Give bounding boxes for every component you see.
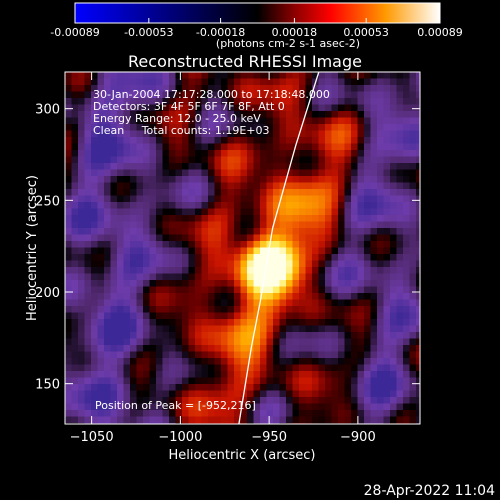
colorbar-unit-label: (photons cm-2 s-1 asec-2) [216, 37, 360, 50]
annotation-peak-position: Position of Peak = [-952,216] [95, 399, 256, 412]
colorbar [74, 2, 441, 24]
x-axis-label: Heliocentric X (arcsec) [169, 448, 316, 463]
solar-limb-line [238, 72, 320, 424]
x-tick-label: −900 [340, 430, 376, 445]
y-tick-label: 150 [35, 378, 60, 393]
annotation-energy-range: Energy Range: 12.0 - 25.0 keV [93, 112, 261, 125]
y-tick-label: 300 [35, 103, 60, 118]
colorbar-tick-label: 0.00018 [272, 26, 318, 39]
chart-title: Reconstructed RHESSI Image [128, 52, 362, 71]
y-tick-label: 200 [35, 286, 60, 301]
axis-ticks: −1050 −1000 −950 −900 150 200 250 300 [35, 72, 420, 445]
x-tick-label: −950 [251, 430, 287, 445]
y-tick-label: 250 [35, 194, 60, 209]
colorbar-tick-label: -0.00089 [50, 26, 99, 39]
x-tick-label: −1050 [70, 430, 114, 445]
colorbar-tick-label: -0.00053 [124, 26, 173, 39]
colorbar-tick-label: -0.00018 [196, 26, 245, 39]
annotation-detectors: Detectors: 3F 4F 5F 6F 7F 8F, Att 0 [93, 100, 285, 113]
colorbar-tick-label: 0.00053 [343, 26, 389, 39]
colorbar-tick-label: 0.00089 [417, 26, 463, 39]
heatmap-image [65, 72, 420, 424]
x-tick-label: −1000 [158, 430, 202, 445]
annotation-clean-counts: Clean Total counts: 1.19E+03 [93, 124, 270, 137]
annotation-time-range: 30-Jan-2004 17:17:28.000 to 17:18:48.000 [93, 88, 330, 101]
timestamp: 28-Apr-2022 11:04 [364, 483, 495, 499]
y-axis-label: Heliocentric Y (arcsec) [25, 175, 40, 321]
colorbar-ticks: -0.00089 -0.00053 -0.00018 0.00018 0.00053 0.… [50, 18, 463, 39]
plot-frame [64, 71, 421, 425]
